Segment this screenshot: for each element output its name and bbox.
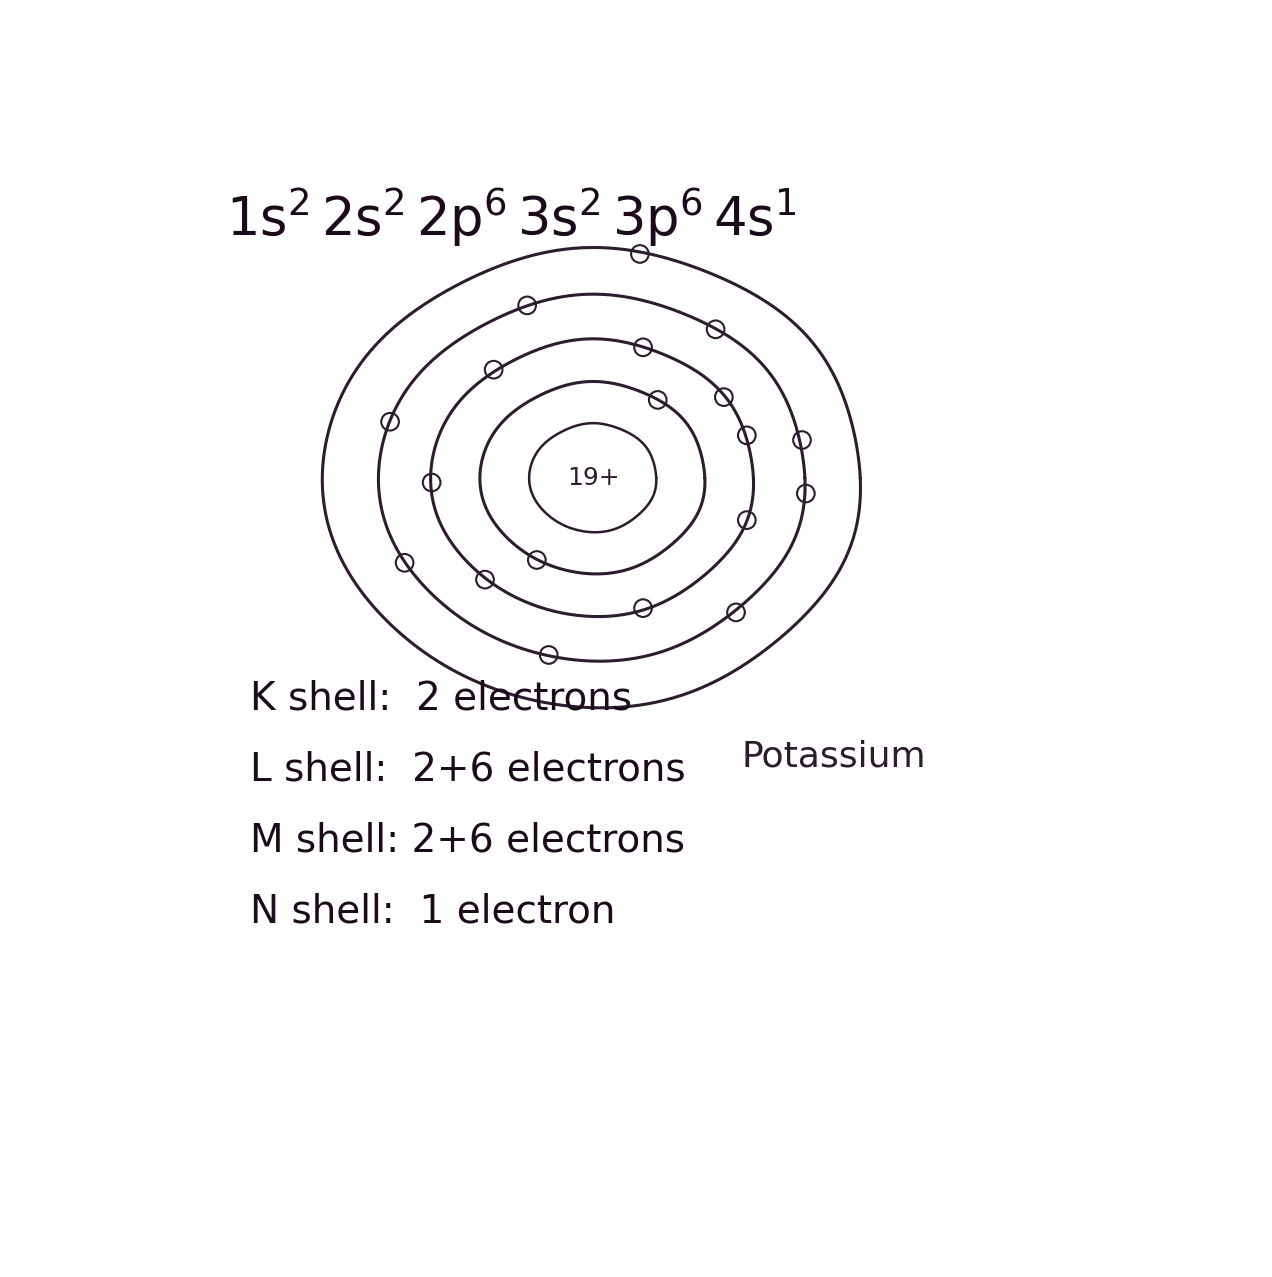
Text: N shell:  1 electron: N shell: 1 electron bbox=[251, 893, 616, 931]
Text: $\mathregular{1s^2\,2s^2\,2p^6\,3s^2\,3p^6\,4s^1}$: $\mathregular{1s^2\,2s^2\,2p^6\,3s^2\,3p… bbox=[226, 185, 796, 249]
Text: K shell:  2 electrons: K shell: 2 electrons bbox=[251, 679, 632, 718]
Text: M shell: 2+6 electrons: M shell: 2+6 electrons bbox=[251, 821, 686, 859]
Text: 19+: 19+ bbox=[567, 466, 619, 489]
Text: L shell:  2+6 electrons: L shell: 2+6 electrons bbox=[251, 751, 686, 789]
Text: Potassium: Potassium bbox=[742, 739, 926, 774]
